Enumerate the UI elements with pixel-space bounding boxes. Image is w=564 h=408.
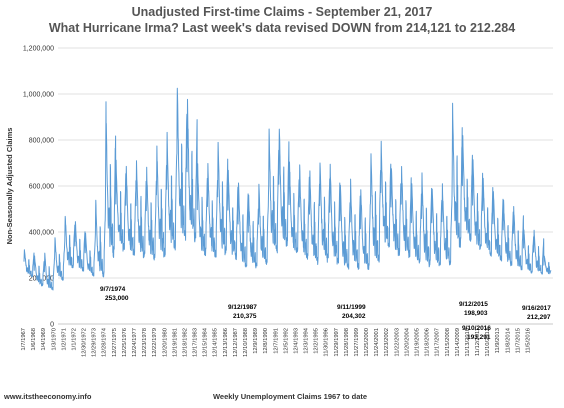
x-tick-label: 12/22/1979 — [152, 328, 158, 357]
y-axis-title: Non-Seasonally Adjusted Claims — [5, 128, 14, 245]
annotation-value: 253,000 — [105, 295, 129, 302]
x-tick-label: 1/6/1968 — [31, 328, 37, 351]
annotation-date: 9/16/2017 — [522, 305, 551, 312]
x-tick-label: 12/15/1984 — [203, 327, 209, 357]
y-tick-label: 1,200,000 — [23, 46, 54, 53]
x-tick-label: 12/28/1974 — [102, 327, 108, 357]
x-tick-label: 11/5/2016 — [526, 328, 532, 353]
footer-url: www.itstheeconomy.info — [4, 392, 92, 401]
x-tick-label: 11/28/1998 — [344, 328, 350, 357]
x-tick-label: 11/15/2008 — [445, 328, 451, 357]
x-tick-label: 1/2/1971 — [61, 328, 67, 351]
annotation-date: 9/12/1987 — [228, 304, 257, 311]
x-tick-label: 12/4/1993 — [293, 328, 299, 354]
y-tick-label: 600,000 — [29, 184, 54, 191]
x-tick-label: 11/25/2000 — [364, 328, 370, 357]
x-tick-label: 11/18/2006 — [425, 328, 431, 357]
x-tick-label: 12/8/1990 — [263, 328, 269, 354]
x-tick-label: 11/17/2007 — [435, 328, 441, 357]
x-tick-label: 11/24/2001 — [374, 328, 380, 357]
x-tick-label: 12/30/1972 — [82, 328, 88, 357]
x-tick-label: 11/8/2014 — [505, 327, 511, 353]
x-tick-label: 12/13/1986 — [223, 328, 229, 357]
x-tick-label: 11/19/2005 — [415, 328, 421, 357]
x-tick-label: 12/23/1978 — [142, 328, 148, 357]
x-tick-label: 1/1/1972 — [71, 328, 77, 351]
x-tick-label: 11/29/1997 — [334, 328, 340, 357]
annotation-value: 193,291 — [467, 334, 491, 341]
x-tick-label: 11/7/2015 — [515, 328, 521, 353]
annotation-date: 9/11/1999 — [337, 304, 366, 311]
annotation-value: 210,375 — [233, 313, 257, 320]
annotation-date: 9/10/2016 — [462, 325, 491, 332]
x-tick-label: 11/30/1996 — [324, 328, 330, 357]
x-tick-label: 11/22/2003 — [394, 328, 400, 357]
annotation-date: 9/7/1974 — [100, 286, 126, 293]
x-tick-label: 11/23/2002 — [384, 328, 390, 357]
x-tick-label: 12/12/1987 — [233, 328, 239, 357]
x-tick-label: 12/10/1988 — [243, 328, 249, 357]
chart-subtitle: What Hurricane Irma? Last week's data re… — [48, 21, 516, 35]
annotation-value: 198,903 — [464, 310, 488, 317]
x-tick-label: 11/12/2011 — [475, 328, 481, 356]
series-line — [23, 87, 552, 291]
x-tick-label: 12/24/1977 — [132, 328, 138, 357]
x-axis-title: Weekly Unemployment Claims 1967 to date — [213, 392, 367, 401]
x-tick-label: 12/29/1973 — [92, 328, 98, 357]
x-tick-label: 12/27/1975 — [112, 328, 118, 357]
annotation-value: 204,302 — [342, 313, 366, 320]
x-tick-label: 11/9/2013 — [495, 328, 501, 353]
x-tick-label: 12/3/1994 — [304, 327, 310, 354]
x-tick-label: 12/25/1976 — [122, 328, 128, 357]
x-tick-label: 12/2/1995 — [314, 328, 320, 354]
x-tick-label: 11/27/1999 — [354, 328, 360, 357]
x-tick-label: 11/13/2010 — [465, 328, 471, 357]
x-tick-label: 12/19/1981 — [172, 328, 178, 357]
x-tick-label: 11/14/2009 — [455, 328, 461, 357]
y-tick-label: 800,000 — [29, 138, 54, 145]
annotation-value: 212,297 — [527, 314, 551, 321]
x-tick-label: 12/14/1985 — [213, 328, 219, 357]
annotation-date: 9/12/2015 — [459, 301, 488, 308]
y-tick-label: 1,000,000 — [23, 92, 54, 99]
x-tick-label: 12/7/1991 — [273, 328, 279, 354]
x-tick-label: 1/4/1969 — [41, 328, 47, 351]
x-tick-label: 12/20/1980 — [162, 328, 168, 357]
x-tick-label: 12/5/1992 — [283, 328, 289, 354]
x-tick-label: 12/9/1989 — [253, 328, 259, 354]
x-tick-label: 12/17/1983 — [193, 328, 199, 357]
y-tick-label: 0 — [50, 322, 54, 329]
x-tick-label: 11/10/2012 — [485, 328, 491, 357]
x-tick-label: 11/20/2004 — [404, 327, 410, 356]
chart-title: Unadjusted First-time Claims - September… — [131, 5, 433, 19]
y-tick-label: 400,000 — [29, 230, 54, 237]
x-tick-label: 12/18/1982 — [182, 328, 188, 357]
x-tick-label: 1/7/1967 — [21, 328, 27, 351]
x-tick-label: 1/3/1970 — [51, 328, 57, 351]
